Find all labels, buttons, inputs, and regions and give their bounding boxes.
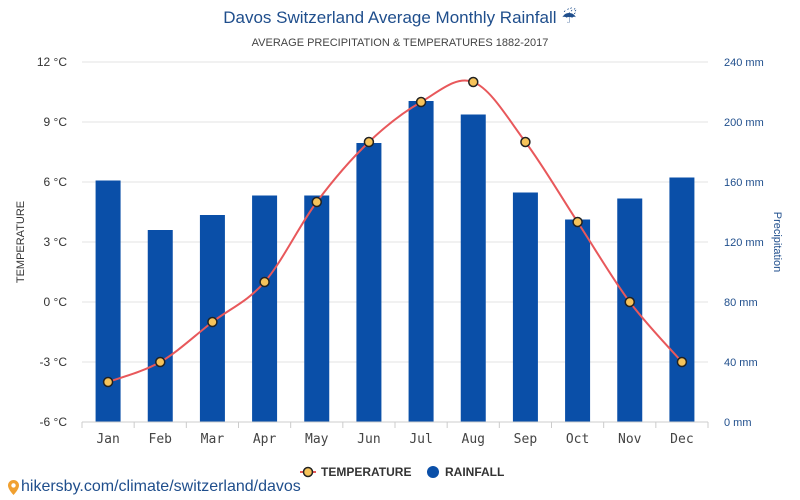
location-pin-icon (8, 479, 19, 495)
left-tick-label: 0 °C (44, 295, 68, 309)
x-tick-label: Mar (201, 432, 225, 447)
temperature-curve (107, 79, 683, 383)
right-tick-label: 200 mm (724, 117, 764, 129)
rainfall-bar (408, 101, 434, 422)
x-tick-label: Jun (357, 432, 380, 447)
rainfall-bar (252, 195, 278, 422)
rainfall-bar (147, 230, 173, 422)
x-tick-label: Aug (462, 432, 485, 447)
x-tick-label: Dec (670, 432, 693, 447)
temperature-point (520, 136, 531, 148)
right-tick-label: 160 mm (724, 177, 764, 189)
left-tick-label: -6 °C (40, 415, 68, 429)
temperature-point (259, 276, 270, 288)
x-tick-label: Sep (514, 432, 538, 447)
rainfall-bar (460, 114, 486, 422)
rainfall-bar (565, 219, 591, 422)
temperature-point (207, 316, 218, 328)
legend-temperature-label: TEMPERATURE (321, 465, 411, 479)
rainfall-bar (304, 195, 330, 422)
grid (82, 61, 708, 423)
x-axis: Jan Feb Mar Apr May Jun Jul Aug Sep Oct Nov Dec (81, 421, 709, 447)
right-tick-label: 40 mm (724, 357, 758, 369)
right-tick-label: 240 mm (724, 57, 764, 69)
footer: hikersby.com/climate/switzerland/davos (8, 478, 301, 496)
x-tick-label: Oct (566, 432, 589, 447)
rainfall-bar (356, 143, 382, 422)
left-tick-label: -3 °C (40, 355, 68, 369)
x-tick-label: Jul (409, 432, 432, 447)
temperature-line (102, 76, 688, 388)
temperature-point (624, 296, 635, 308)
x-tick-label: Nov (618, 432, 642, 447)
footer-link[interactable]: hikersby.com/climate/switzerland/davos (21, 478, 301, 495)
legend-item-temperature[interactable]: TEMPERATURE (300, 465, 411, 479)
x-tick-label: Feb (149, 432, 173, 447)
rainfall-bar (617, 198, 643, 422)
left-tick-label: 12 °C (37, 55, 67, 69)
x-tick-label: Apr (253, 432, 277, 447)
umbrella-rain-icon: ☔ (562, 7, 577, 27)
temperature-point (311, 196, 322, 208)
temperature-point (102, 376, 114, 388)
temperature-point (155, 356, 166, 368)
temperature-point (572, 216, 583, 228)
right-tick-label: 0 mm (724, 417, 752, 429)
left-axis-title: TEMPERATURE (15, 201, 27, 283)
legend-item-rainfall[interactable]: RAINFALL (427, 465, 504, 479)
rainfall-bar (669, 177, 695, 422)
right-tick-label: 120 mm (724, 237, 764, 249)
left-tick-label: 3 °C (44, 235, 68, 249)
x-tick-label: May (305, 432, 329, 447)
temperature-point (415, 96, 427, 108)
rainfall-bars (95, 101, 695, 422)
right-axis-title: Precipitation (771, 212, 783, 273)
legend-temperature-marker (302, 466, 314, 478)
legend-rainfall-marker (427, 466, 439, 478)
temperature-point (363, 136, 375, 148)
right-axis-ticks: 0 mm 40 mm 80 mm 120 mm 160 mm 200 mm 240 mm (724, 57, 764, 429)
left-tick-label: 6 °C (44, 175, 68, 189)
legend: TEMPERATURE RAINFALL (300, 465, 504, 479)
chart-title: Davos Switzerland Average Monthly Rainfa… (223, 7, 577, 27)
left-axis-ticks: -6 °C -3 °C 0 °C 3 °C 6 °C 9 °C 12 °C (37, 55, 67, 429)
x-tick-label: Jan (96, 432, 119, 447)
temperature-point (676, 356, 688, 368)
rainfall-bar (512, 192, 538, 422)
temperature-point (468, 76, 479, 88)
legend-rainfall-label: RAINFALL (445, 465, 504, 479)
right-tick-label: 80 mm (724, 297, 758, 309)
left-tick-label: 9 °C (44, 115, 68, 129)
chart-subtitle: AVERAGE PRECIPITATION & TEMPERATURES 188… (252, 37, 549, 49)
